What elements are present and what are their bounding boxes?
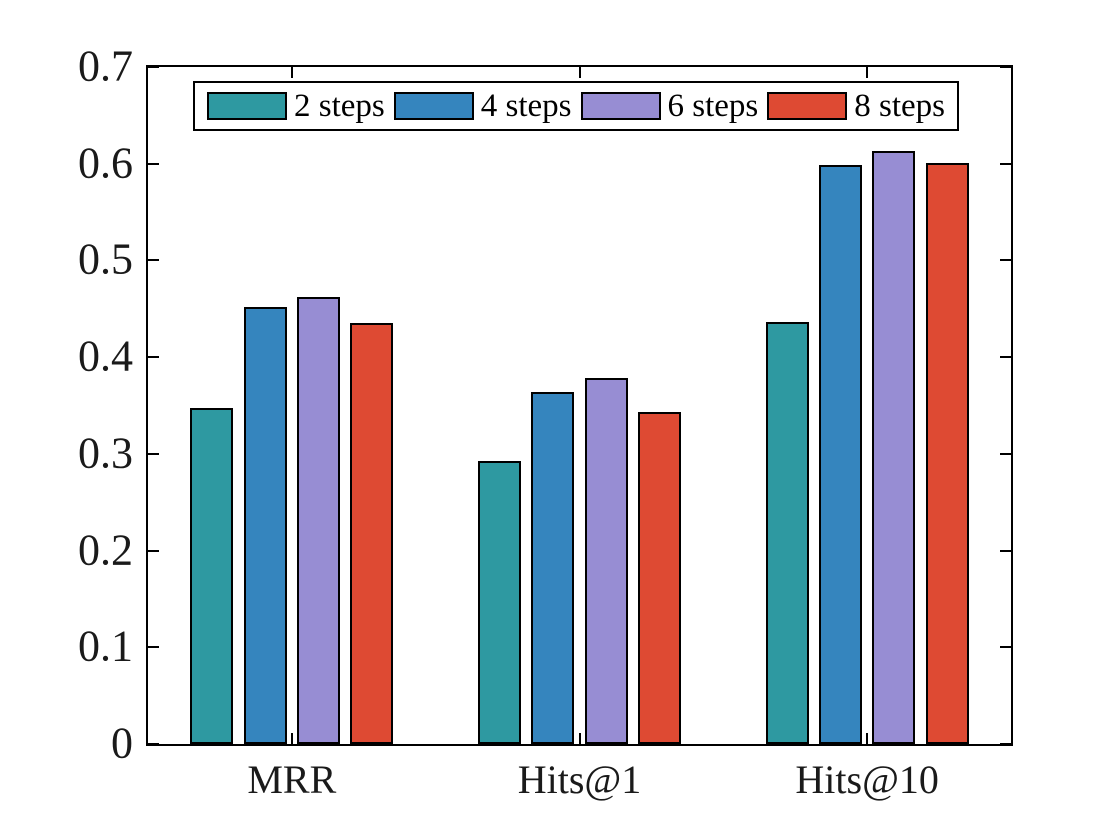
- legend-label-8-steps: 8 steps: [854, 87, 945, 124]
- legend-swatch-6-steps: [580, 92, 661, 120]
- bar: [872, 151, 916, 744]
- y-axis-tick-left: [148, 646, 159, 649]
- y-axis-tick-right: [1000, 646, 1011, 649]
- legend-swatch-4-steps: [393, 92, 474, 120]
- y-axis-tick-right: [1000, 549, 1011, 552]
- bar: [243, 306, 287, 744]
- x-axis-tick-bottom: [290, 733, 293, 744]
- y-axis-tick-right: [1000, 259, 1011, 262]
- bar: [819, 164, 863, 744]
- bar: [765, 322, 809, 744]
- legend-label-4-steps: 4 steps: [480, 87, 572, 124]
- bar: [584, 378, 628, 744]
- plot-area: [146, 65, 1013, 746]
- y-axis-tick-left: [148, 452, 159, 455]
- legend-item-8-steps: 8 steps: [767, 87, 945, 124]
- y-axis-tick-right: [1000, 356, 1011, 359]
- legend-label-2-steps: 2 steps: [294, 87, 385, 124]
- legend-label-6-steps: 6 steps: [667, 87, 759, 124]
- y-axis-tick-label: 0: [111, 718, 133, 768]
- x-axis-category-label: Hits@1: [517, 757, 642, 802]
- legend-swatch-2-steps: [207, 92, 287, 120]
- y-axis-tick-right: [1000, 743, 1011, 745]
- x-axis-tick-top: [290, 67, 293, 78]
- y-axis-tick-right: [1000, 162, 1011, 165]
- y-axis-tick-left: [148, 66, 159, 68]
- y-axis-tick-left: [148, 162, 159, 165]
- y-axis-tick-label: 0.3: [78, 428, 133, 478]
- y-axis-tick-label: 0.6: [78, 138, 133, 188]
- legend: 2 steps 4 steps 6 steps 8 steps: [193, 81, 959, 131]
- x-axis-tick-bottom: [578, 733, 581, 744]
- y-axis-tick-label: 0.7: [78, 41, 133, 91]
- legend-swatch-8-steps: [767, 92, 848, 120]
- y-axis-tick-left: [148, 743, 159, 745]
- y-axis-tick-left: [148, 356, 159, 359]
- y-axis-tick-label: 0.1: [78, 621, 133, 671]
- y-axis-tick-label: 0.5: [78, 234, 133, 284]
- x-axis-tick-top: [578, 67, 581, 78]
- y-axis-tick-left: [148, 259, 159, 262]
- bar: [531, 391, 575, 744]
- bar: [296, 297, 340, 744]
- x-axis-category-label: Hits@10: [795, 757, 939, 802]
- x-axis-tick-bottom: [866, 733, 869, 744]
- bar: [190, 408, 234, 744]
- bar: [925, 162, 969, 744]
- bar: [350, 323, 394, 744]
- legend-item-2-steps: 2 steps: [207, 87, 385, 124]
- y-axis-tick-label: 0.2: [78, 525, 133, 575]
- y-axis-tick-left: [148, 549, 159, 552]
- legend-item-4-steps: 4 steps: [393, 87, 572, 124]
- y-axis-tick-right: [1000, 452, 1011, 455]
- bar: [478, 460, 522, 744]
- legend-item-6-steps: 6 steps: [580, 87, 759, 124]
- x-axis-tick-top: [866, 67, 869, 78]
- x-axis-category-label: MRR: [247, 757, 337, 802]
- bar: [637, 412, 681, 744]
- y-axis-tick-right: [1000, 66, 1011, 68]
- y-axis-tick-label: 0.4: [78, 331, 133, 381]
